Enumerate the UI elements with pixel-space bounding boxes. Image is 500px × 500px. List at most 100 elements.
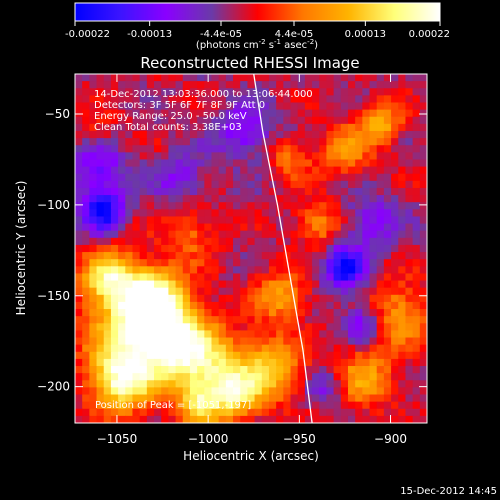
heatmap-cell — [276, 88, 284, 96]
heatmap-cell — [103, 358, 112, 367]
heatmap-cell — [197, 309, 205, 317]
heatmap-cell — [197, 195, 205, 203]
heatmap-cell — [333, 130, 342, 139]
heatmap-cell — [319, 266, 328, 275]
heatmap-cell — [118, 280, 126, 289]
heatmap-cell — [218, 309, 227, 317]
heatmap-cell — [225, 259, 234, 267]
heatmap-cell — [391, 259, 399, 267]
heatmap-cell — [362, 209, 371, 218]
heatmap-cell — [405, 216, 414, 225]
heatmap-cell — [347, 337, 356, 346]
heatmap-cell — [283, 394, 292, 403]
heatmap-cell — [398, 230, 407, 239]
heatmap-cell — [304, 166, 313, 175]
heatmap-cell — [197, 202, 205, 210]
heatmap-cell — [154, 408, 162, 417]
heatmap-cell — [391, 266, 399, 275]
heatmap-cell — [254, 337, 263, 346]
heatmap-cell — [319, 109, 328, 118]
heatmap-cell — [75, 373, 83, 381]
heatmap-cell — [254, 109, 263, 118]
heatmap-cell — [103, 252, 112, 260]
heatmap-cell — [211, 187, 220, 196]
heatmap-cell — [189, 358, 198, 367]
heatmap-cell — [146, 316, 155, 324]
heatmap-cell — [319, 358, 328, 367]
heatmap-cell — [326, 366, 335, 374]
heatmap-cell — [204, 123, 213, 132]
heatmap-cell — [175, 252, 184, 260]
heatmap-cell — [75, 173, 83, 182]
heatmap-cell — [75, 252, 83, 260]
heatmap-cell — [369, 180, 378, 189]
heatmap-cell — [362, 330, 371, 339]
heatmap-cell — [197, 123, 205, 132]
heatmap-cell — [125, 187, 134, 196]
heatmap-cell — [268, 259, 277, 267]
heatmap-cell — [347, 252, 356, 260]
heatmap-cell — [247, 230, 256, 239]
heatmap-cell — [333, 81, 342, 89]
heatmap-cell — [225, 95, 234, 104]
heatmap-cell — [168, 159, 177, 168]
heatmap-cell — [125, 145, 134, 153]
heatmap-cell — [118, 273, 126, 282]
heatmap-cell — [110, 123, 119, 132]
heatmap-cell — [197, 230, 205, 239]
heatmap-cell — [412, 394, 421, 403]
heatmap-cell — [146, 130, 155, 139]
heatmap-cell — [132, 195, 141, 203]
heatmap-cell — [182, 138, 191, 146]
heatmap-cell — [175, 337, 184, 346]
heatmap-cell — [412, 309, 421, 317]
heatmap-cell — [110, 202, 119, 210]
heatmap-cell — [347, 216, 356, 225]
heatmap-cell — [268, 237, 277, 246]
heatmap-cell — [225, 301, 234, 310]
heatmap-cell — [146, 152, 155, 161]
heatmap-cell — [333, 152, 342, 161]
heatmap-cell — [182, 344, 191, 353]
heatmap-cell — [211, 358, 220, 367]
heatmap-cell — [398, 166, 407, 175]
heatmap-cell — [412, 202, 421, 210]
heatmap-cell — [383, 415, 392, 423]
heatmap-cell — [283, 387, 292, 396]
heatmap-cell — [283, 180, 292, 189]
heatmap-cell — [218, 266, 227, 275]
heatmap-cell — [304, 209, 313, 218]
heatmap-cell — [103, 401, 112, 410]
heatmap-cell — [82, 130, 90, 139]
heatmap-cell — [82, 223, 90, 232]
heatmap-cell — [276, 202, 284, 210]
heatmap-cell — [383, 344, 392, 353]
heatmap-cell — [319, 74, 328, 82]
heatmap-cell — [175, 309, 184, 317]
heatmap-cell — [268, 323, 277, 332]
heatmap-cell — [326, 130, 335, 139]
heatmap-cell — [326, 230, 335, 239]
heatmap-cell — [369, 109, 378, 118]
heatmap-cell — [369, 415, 378, 423]
heatmap-cell — [240, 330, 248, 339]
heatmap-cell — [304, 195, 313, 203]
heatmap-cell — [189, 173, 198, 182]
heatmap-cell — [189, 380, 198, 388]
heatmap-cell — [182, 401, 191, 410]
heatmap-cell — [268, 337, 277, 346]
heatmap-cell — [247, 195, 256, 203]
heatmap-cell — [261, 273, 270, 282]
heatmap-cell — [175, 259, 184, 267]
heatmap-cell — [290, 81, 299, 89]
heatmap-cell — [268, 366, 277, 374]
heatmap-cell — [110, 316, 119, 324]
heatmap-cell — [103, 309, 112, 317]
heatmap-cell — [333, 387, 342, 396]
heatmap-cell — [182, 195, 191, 203]
heatmap-cell — [312, 216, 320, 225]
heatmap-cell — [225, 266, 234, 275]
heatmap-cell — [89, 244, 98, 253]
heatmap-cell — [233, 180, 241, 189]
heatmap-cell — [82, 301, 90, 310]
